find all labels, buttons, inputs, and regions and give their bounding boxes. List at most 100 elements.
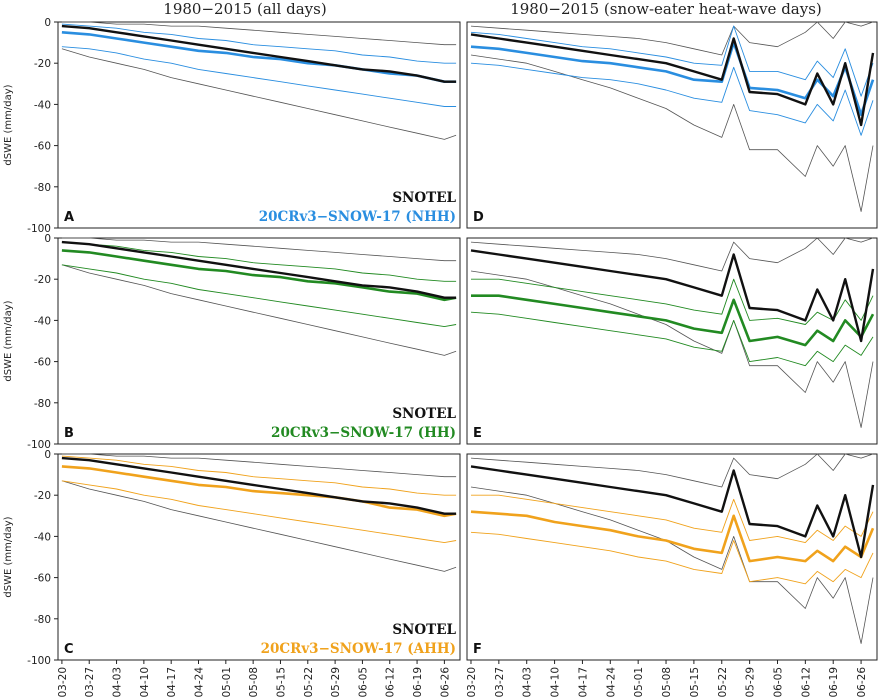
legend-model: 20CRv3−SNOW-17 (NHH) (259, 209, 456, 225)
x-tick-label: 05-29 (330, 667, 342, 698)
x-tick-label: 04-10 (550, 667, 562, 698)
panel-frame-B (57, 237, 461, 445)
model-range-lower-B (61, 264, 457, 328)
x-tick-label: 05-15 (689, 667, 701, 698)
x-tick-label: 04-17 (166, 667, 178, 698)
x-tick-label: 06-26 (856, 667, 868, 698)
x-tick-label: 05-08 (661, 667, 673, 698)
snotel-range-upper-E (470, 237, 874, 272)
snotel-series-line-D (470, 33, 875, 127)
panel-letter-F: F (473, 642, 482, 657)
snotel-series-line-B (61, 240, 457, 299)
x-tick-label: 04-24 (194, 667, 206, 698)
snotel-range-lower-F (470, 486, 874, 644)
model-series-line-C (61, 465, 457, 518)
y-tick-label: -40 (34, 531, 51, 543)
model-series-line-B (61, 249, 457, 302)
legend-snotel: SNOTEL (392, 406, 456, 422)
panel-letter-E: E (473, 426, 482, 441)
x-tick-label: 05-08 (248, 667, 260, 698)
snotel-range-lower-A (61, 48, 457, 140)
y-tick-label: -80 (34, 398, 51, 410)
y-tick-label: -80 (34, 614, 51, 626)
y-tick-label: -100 (27, 439, 51, 451)
snotel-series-line-F (470, 465, 875, 559)
y-tick-label: -60 (34, 573, 51, 585)
model-range-lower-F (470, 531, 874, 585)
y-axis-label: dSWE (mm/day) (3, 516, 14, 597)
model-range-lower-C (61, 480, 457, 544)
panel-letter-A: A (64, 210, 74, 225)
snotel-range-upper-F (470, 453, 874, 488)
x-tick-label: 06-05 (772, 667, 784, 698)
model-range-upper-F (471, 494, 874, 544)
x-tick-label: 04-24 (605, 667, 617, 698)
panels: 0 -20 -40 -60 -80 -100 dSWE (mm/day) A SNOTEL 20C… (3, 17, 878, 698)
legend-snotel: SNOTEL (392, 622, 456, 638)
panel-frame-A (57, 21, 461, 229)
x-tick-label: 05-29 (745, 667, 757, 698)
model-series-line-A (61, 31, 457, 83)
x-tick-label: 05-22 (717, 667, 729, 698)
y-tick-label: -60 (34, 141, 51, 153)
y-tick-label: -60 (34, 357, 51, 369)
y-tick-label: -100 (27, 655, 51, 667)
snotel-range-upper-C (61, 453, 457, 478)
model-series-line-E (471, 294, 875, 347)
snotel-series-line-C (61, 456, 457, 515)
x-tick-label: 03-27 (494, 667, 506, 698)
snotel-range-upper-D (470, 21, 874, 56)
x-tick-label: 03-27 (84, 667, 96, 698)
y-tick-label: -40 (34, 99, 51, 111)
x-tick-label: 05-01 (221, 667, 233, 698)
model-range-upper-D (470, 25, 874, 97)
y-tick-label: -20 (34, 58, 51, 70)
x-tick-label: 04-03 (112, 667, 124, 698)
snotel-range-lower-C (61, 480, 457, 572)
y-axis-label: dSWE (mm/day) (3, 300, 14, 381)
y-tick-label: -20 (34, 274, 51, 286)
x-tick-label: 06-19 (828, 667, 840, 698)
x-tick-label: 06-19 (412, 667, 424, 698)
x-tick-label: 04-10 (139, 667, 151, 698)
panel-letter-D: D (473, 210, 484, 225)
y-tick-label: 0 (44, 449, 51, 461)
snotel-range-lower-B (61, 264, 457, 356)
x-tick-label: 06-05 (357, 667, 369, 698)
x-tick-label: 05-22 (303, 667, 315, 698)
snotel-range-lower-D (470, 54, 874, 212)
x-tick-label: 03-20 (57, 667, 69, 698)
legend-model: 20CRv3−SNOW-17 (HH) (271, 425, 456, 441)
x-tick-label: 03-20 (466, 667, 478, 698)
y-tick-label: 0 (44, 17, 51, 29)
panel-letter-C: C (64, 642, 74, 657)
model-range-lower-A (61, 46, 457, 107)
snotel-range-lower-E (470, 270, 874, 428)
panel-frame-E (466, 237, 878, 445)
y-tick-label: -20 (34, 490, 51, 502)
y-tick-label: -100 (27, 223, 51, 235)
model-series-line-D (470, 41, 875, 116)
x-tick-label: 04-17 (577, 667, 589, 698)
x-tick-label: 04-03 (522, 667, 534, 698)
panel-frame-F (466, 453, 878, 661)
x-tick-label: 05-15 (275, 667, 287, 698)
legend-model: 20CRv3−SNOW-17 (AHH) (261, 641, 456, 657)
model-range-lower-D (470, 62, 874, 136)
model-range-upper-C (61, 455, 457, 496)
y-tick-label: 0 (44, 233, 51, 245)
column-title-all-days: 1980−2015 (all days) (163, 0, 326, 18)
y-tick-label: -40 (34, 315, 51, 327)
column-title-heat-wave-days: 1980−2015 (snow-eater heat-wave days) (510, 0, 822, 18)
legend-snotel: SNOTEL (392, 190, 456, 206)
x-tick-label: 06-12 (385, 667, 397, 698)
snotel-series-line-A (61, 24, 457, 83)
x-tick-label: 06-12 (800, 667, 812, 698)
y-tick-label: -80 (34, 182, 51, 194)
model-series-line-F (470, 510, 875, 563)
model-range-upper-A (61, 23, 457, 64)
panel-frame-C (57, 453, 461, 661)
x-tick-label: 05-01 (633, 667, 645, 698)
panel-frame-D (466, 21, 878, 229)
snotel-range-upper-B (61, 237, 457, 262)
